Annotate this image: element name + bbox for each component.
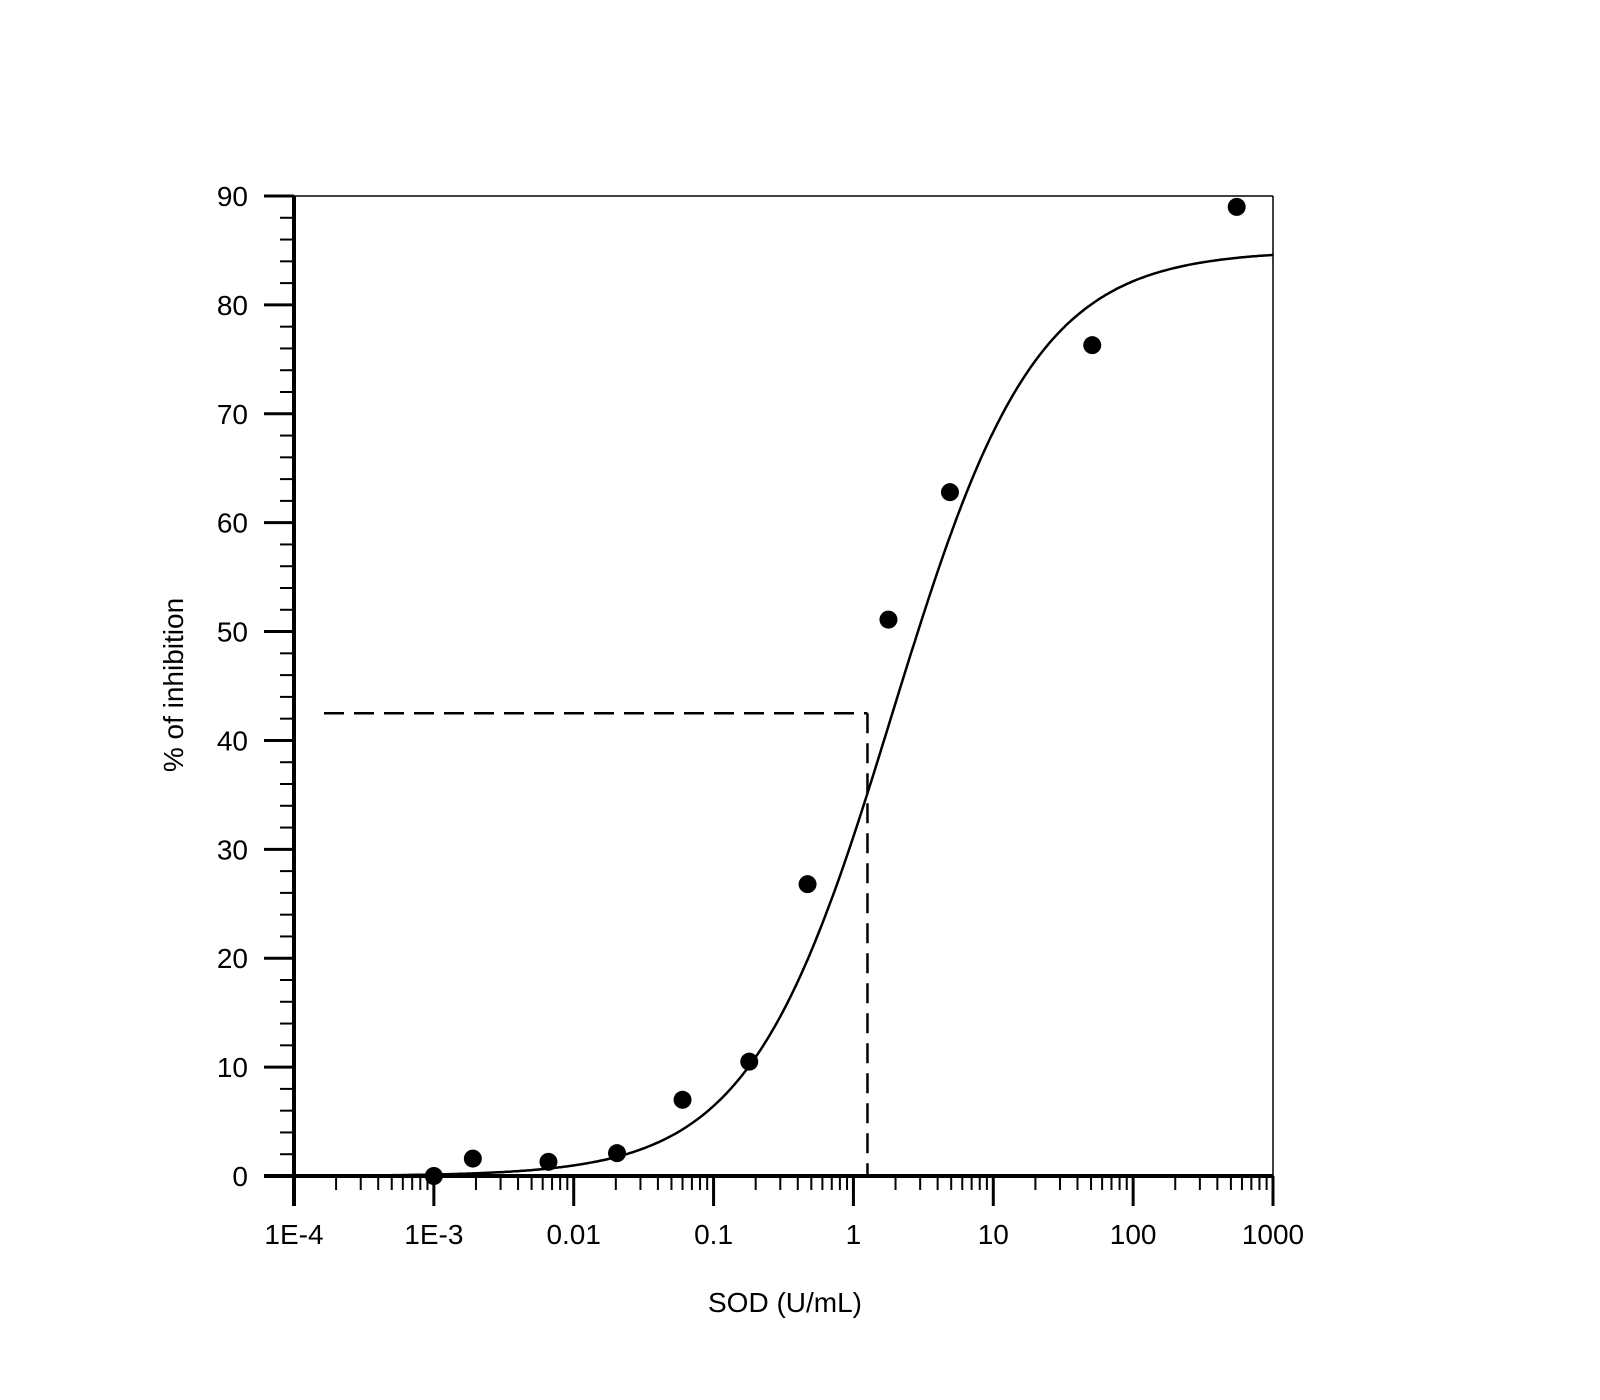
y-tick-label: 0 [232,1161,248,1192]
x-tick-label: 0.1 [694,1219,733,1250]
x-tick-label: 1E-4 [264,1219,323,1250]
y-tick-label: 50 [217,617,248,648]
sigmoid-fit-line [391,253,1274,1177]
y-tick-label: 20 [217,943,248,974]
y-tick-label: 60 [217,508,248,539]
data-point [424,1167,443,1185]
data-point [1083,336,1102,355]
y-tick-label: 90 [217,181,248,212]
fit-curve [391,253,1274,1177]
plot-frame [294,195,1274,1176]
y-axis: 0 10 20 30 40 50 60 70 80 90 [217,181,296,1204]
x-axis: 1E-4 1E-3 0.01 0.1 1 10 100 1000 [264,1174,1304,1250]
x-tick-label: 100 [1110,1219,1157,1250]
data-point [940,483,959,502]
y-tick-label: 80 [217,290,248,321]
data-point [539,1152,558,1171]
y-tick-label: 40 [217,725,248,756]
ec-guide-lines [324,711,869,1176]
data-point [879,610,898,629]
y-axis-title: % of inhibition [158,598,189,772]
x-tick-label: 0.01 [546,1219,601,1250]
x-tick-label: 1 [846,1219,862,1250]
y-tick-label: 70 [217,399,248,430]
y-tick-label: 30 [217,834,248,865]
x-tick-label: 1E-3 [404,1219,463,1250]
x-tick-label: 1000 [1242,1219,1304,1250]
data-point [608,1144,627,1163]
data-point [463,1149,482,1168]
y-tick-label: 10 [217,1052,248,1083]
data-point [798,875,817,894]
x-axis-title: SOD (U/mL) [708,1287,862,1318]
data-points [424,197,1246,1185]
x-tick-label: 10 [978,1219,1009,1250]
data-point [673,1090,692,1109]
data-point [740,1052,759,1071]
data-point [1227,197,1246,216]
